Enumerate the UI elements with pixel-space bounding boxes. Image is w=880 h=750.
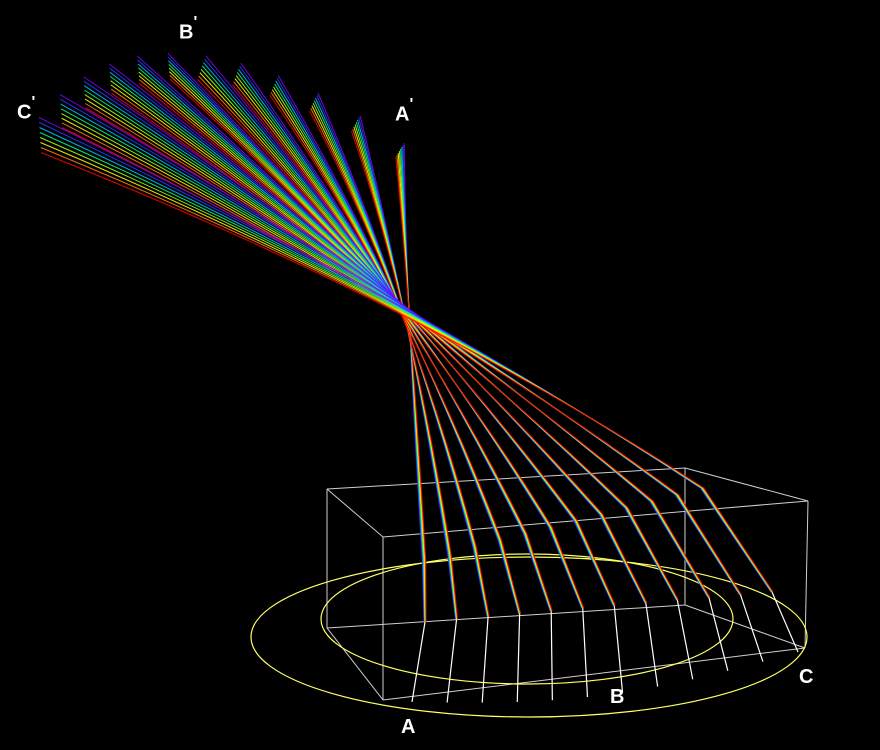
ray-group [38, 117, 774, 593]
ray-line [40, 147, 774, 593]
inner-ellipse [320, 553, 734, 685]
ray-group [83, 76, 711, 598]
ray-line [204, 58, 583, 609]
ray-line [201, 65, 584, 609]
box-edge [326, 467, 686, 490]
label-a: A [401, 716, 416, 738]
white-stem [613, 605, 624, 693]
ray-line [203, 62, 583, 609]
ray-group [395, 142, 427, 623]
ray-line [354, 124, 458, 620]
white-stem [739, 594, 764, 662]
white-stem [550, 611, 553, 701]
box-edge [684, 467, 809, 502]
white-stem [676, 600, 694, 680]
ray-line [40, 142, 773, 593]
ray-line [269, 94, 522, 614]
ray-line [39, 132, 773, 593]
ray-line [39, 137, 773, 593]
ray-line [138, 71, 647, 604]
ray-line [109, 67, 678, 601]
label-c-prime: C' [17, 94, 36, 124]
ray-line [240, 62, 551, 612]
white-stems [411, 591, 799, 703]
white-stem [771, 591, 799, 653]
ray-line [109, 76, 678, 601]
ray-line [137, 63, 646, 604]
ray-bundle [38, 53, 774, 623]
box-edge [326, 488, 384, 538]
label-b: B [610, 686, 625, 708]
box-edge [382, 647, 806, 701]
ray-line [138, 67, 647, 604]
box-edge [326, 627, 384, 701]
prime-mark: ' [193, 14, 198, 31]
box-edge [326, 604, 686, 629]
white-stem [481, 616, 489, 703]
ray-line [110, 80, 678, 601]
label-c: C [799, 666, 814, 688]
box-edge [382, 500, 809, 538]
ray-line [235, 75, 552, 612]
white-stem [446, 619, 458, 703]
ray-line [355, 122, 457, 620]
ray-group [109, 63, 679, 601]
white-stem [411, 621, 426, 703]
ellipses [250, 553, 808, 718]
ray-line [83, 76, 709, 598]
prime-mark: ' [409, 96, 414, 113]
white-stem [516, 613, 521, 702]
ray-line [110, 84, 679, 601]
ray-line [40, 152, 774, 593]
box-edge [804, 500, 809, 649]
label-a-prime: A' [395, 96, 414, 126]
box-edge [684, 604, 806, 649]
label-b-prime: B' [179, 14, 198, 44]
white-stem [582, 608, 589, 698]
wireframe-box [326, 467, 809, 701]
ray-group [232, 62, 553, 612]
white-stem [708, 597, 729, 671]
white-stem [645, 602, 659, 687]
ray-line [138, 75, 647, 604]
ray-group [269, 75, 522, 614]
outer-ellipse [250, 556, 808, 718]
ray-line [274, 83, 520, 614]
ray-group [197, 55, 585, 609]
ray-line [232, 84, 553, 612]
ray-line [236, 72, 552, 612]
prime-mark: ' [31, 94, 36, 111]
ray-line [309, 110, 490, 617]
